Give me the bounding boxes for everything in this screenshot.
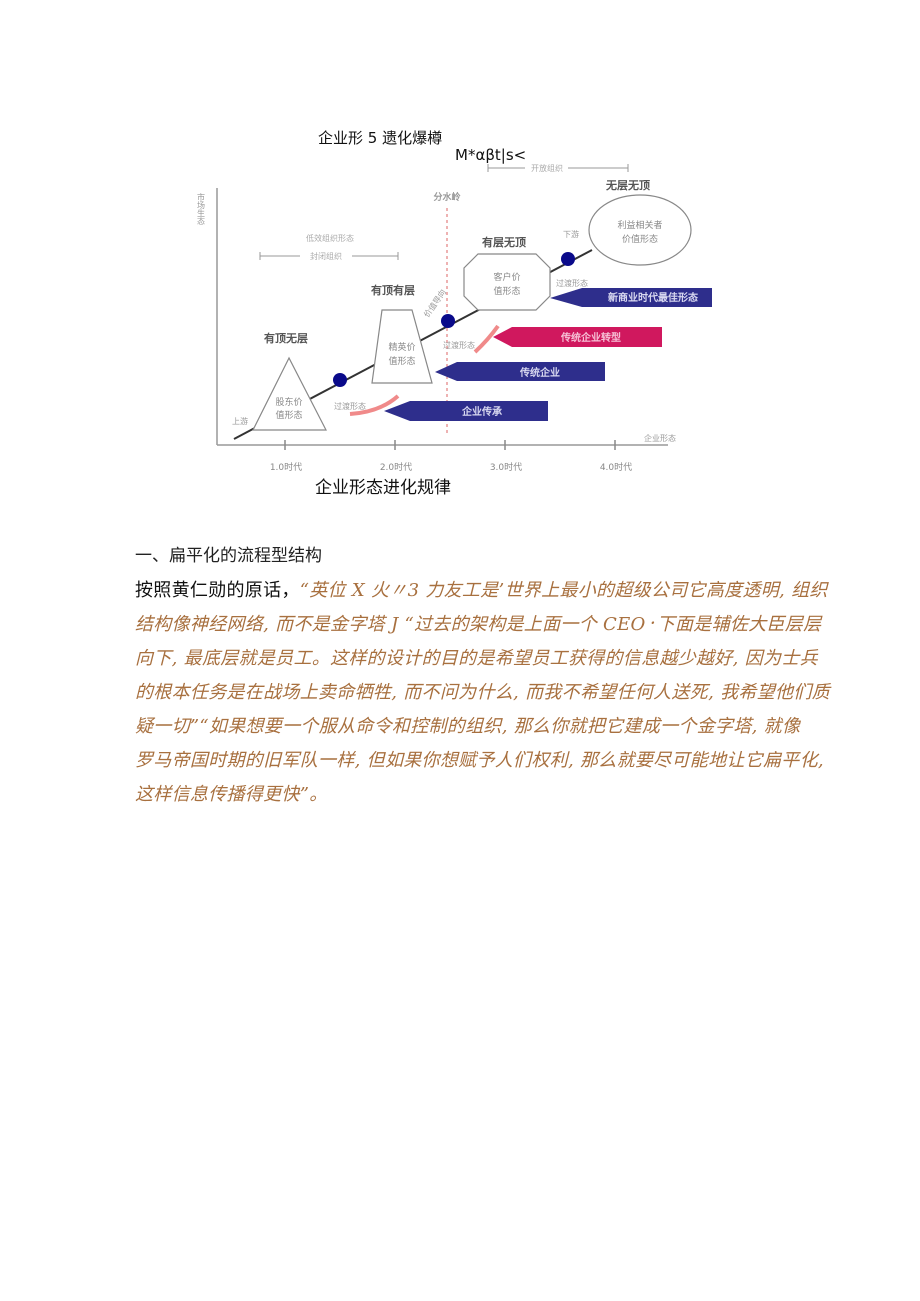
arrow-shape [435, 362, 605, 381]
open-bracket-label: 开放组织 [531, 163, 563, 173]
upstream-label: 上游 [232, 416, 248, 426]
stage-dot [441, 314, 455, 328]
diagram-subtitle: M*αβt|s< [455, 146, 527, 164]
shape-text: 客户价 [493, 271, 520, 283]
era-label: 3.0时代 [490, 461, 522, 473]
quote-lead: 按照黄仁勋的原话， [135, 580, 300, 601]
paragraph-line: 疑一切”“如果想要一个服从命令和控制的组织, 那么你就把它建成一个金字塔, 就像 [135, 716, 801, 737]
paragraph-line: 结构像神经网络, 而不是金字塔 J “过去的架构是上面一个 CEO᛫下面是辅佐大… [135, 614, 822, 635]
octagon-shape [463, 253, 551, 311]
stage-dot [561, 252, 575, 266]
arrow-shape [384, 401, 548, 421]
closed-bracket-top-label: 低效组织形态 [306, 233, 354, 243]
quote-text: “英位 X 火〃3 力友工是’世界上最小的超级公司它高度透明, 组织 [299, 580, 828, 601]
shape-text: 股东价 [275, 396, 302, 408]
arrow-label: 新商业时代最佳形态 [608, 291, 698, 304]
arrow-label: 企业传承 [461, 405, 502, 418]
downstream-label: 下游 [563, 229, 579, 239]
shape-text: 精英价 [388, 341, 415, 353]
watershed-label: 分水岭 [433, 191, 460, 203]
stage-dot [333, 373, 347, 387]
arrow-label: 传统企业转型 [560, 331, 621, 344]
evolution-diagram: 市场生态 企业形态 1.0时代 2.0时代 3.0时代 4.0时代 分水岭 低效… [197, 163, 712, 473]
stage-title: 有层无顶 [482, 235, 526, 249]
transition-label: 过渡形态 [443, 340, 475, 350]
stage-title: 有顶有层 [371, 283, 415, 297]
era-label: 4.0时代 [600, 461, 632, 473]
paragraph-line: 按照黄仁勋的原话，“英位 X 火〃3 力友工是’世界上最小的超级公司它高度透明,… [135, 576, 828, 602]
y-axis-label: 市场生态 [197, 192, 206, 225]
transition-label: 过渡形态 [334, 401, 366, 411]
stage-title: 有顶无层 [264, 331, 308, 345]
paragraph-line: 罗马帝国时期的旧军队一样, 但如果你想赋予人们权利, 那么就要尽可能地让它扁平化… [135, 750, 824, 771]
closed-bracket-label: 封闭组织 [310, 251, 342, 261]
triangle-shape [252, 356, 327, 431]
x-axis-label: 企业形态 [644, 433, 676, 443]
diagram-caption: 企业形态进化规律 [315, 478, 451, 498]
paragraph-line: 向下, 最底层就是员工。这样的设计的目的是希望员工获得的信息越少越好, 因为士兵 [135, 648, 818, 669]
transition-curve [349, 394, 400, 416]
arrow-shape [550, 288, 712, 307]
shape-text: 价值形态 [622, 233, 658, 245]
transition-curve [473, 324, 500, 354]
paragraph-line: 的根本任务是在战场上卖命牺牲, 而不问为什么, 而我不希望任何人送死, 我希望他… [135, 682, 830, 703]
ellipse-shape [588, 194, 692, 266]
shape-text: 值形态 [493, 285, 520, 297]
shape-text: 值形态 [388, 355, 415, 367]
trapezoid-shape [371, 309, 433, 384]
arrow-shape [493, 327, 662, 347]
transition-label: 过渡形态 [556, 278, 588, 288]
section-heading: 一、扁平化的流程型结构 [135, 546, 322, 566]
shape-text: 值形态 [275, 409, 302, 421]
stage-title: 无层无顶 [605, 179, 650, 192]
arrow-label: 传统企业 [519, 366, 560, 379]
value-orientation-label: 价值导向 [421, 287, 448, 319]
era-label: 1.0时代 [270, 461, 302, 473]
era-label: 2.0时代 [380, 461, 412, 473]
diagram-title: 企业形 5 遗化爆樽 [318, 129, 443, 147]
paragraph-line: 这样信息传播得更快”。 [135, 784, 328, 805]
shape-text: 利益相关者 [617, 219, 662, 231]
